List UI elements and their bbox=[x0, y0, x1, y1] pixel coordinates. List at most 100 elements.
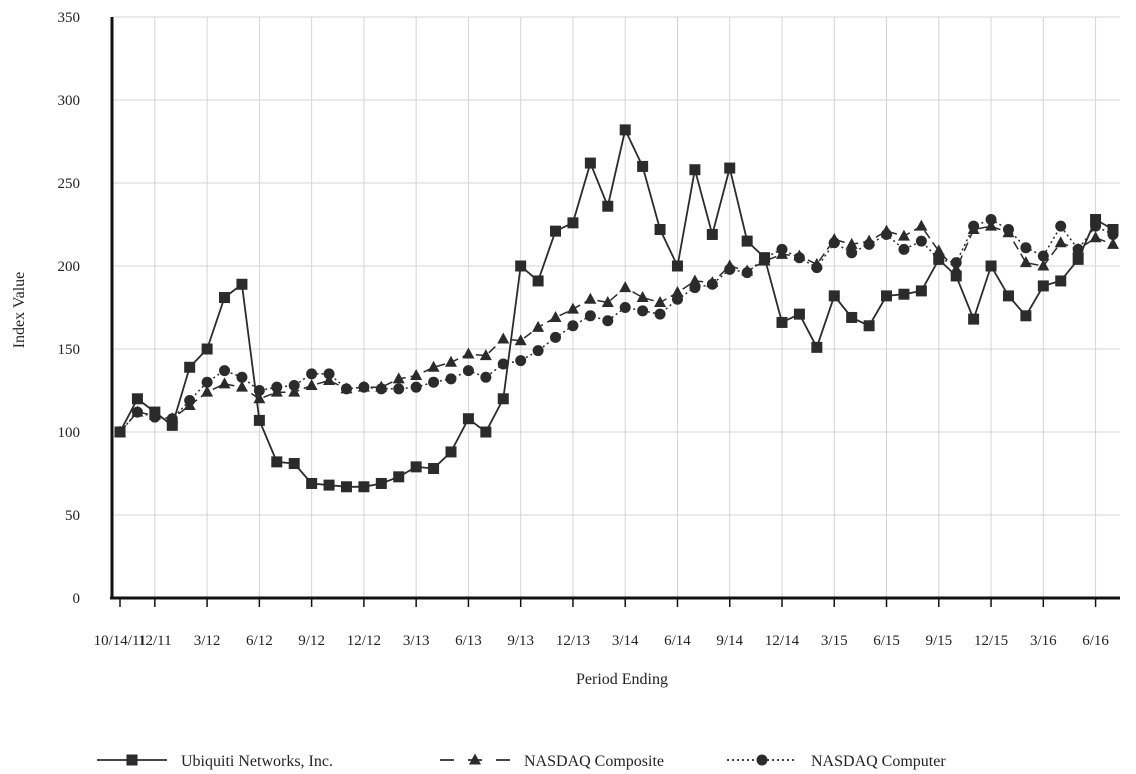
data-point bbox=[1072, 253, 1084, 265]
x-axis-label: Period Ending bbox=[576, 671, 668, 688]
x-tick-label: 10/14/11 bbox=[94, 633, 147, 649]
data-point bbox=[236, 371, 248, 383]
data-point bbox=[654, 296, 667, 308]
data-point bbox=[462, 413, 474, 425]
y-tick-label: 300 bbox=[58, 93, 81, 109]
data-point bbox=[619, 281, 632, 293]
data-point bbox=[288, 380, 300, 392]
data-point bbox=[480, 371, 492, 383]
y-axis-label: Index Value bbox=[11, 272, 28, 349]
data-point bbox=[584, 157, 596, 169]
legend-marker bbox=[756, 754, 768, 766]
axes bbox=[110, 17, 1120, 600]
data-point bbox=[201, 343, 213, 355]
x-tick-label: 6/13 bbox=[455, 633, 482, 649]
y-tick-label: 150 bbox=[58, 342, 81, 358]
x-tick-label: 12/14 bbox=[765, 633, 800, 649]
data-point bbox=[427, 360, 440, 372]
data-point bbox=[410, 461, 422, 473]
data-point bbox=[584, 310, 596, 322]
y-tick-labels: 0 50 100 150 200 250 300 350 bbox=[58, 10, 81, 607]
data-point bbox=[898, 243, 910, 255]
data-point bbox=[393, 383, 405, 395]
data-point bbox=[1107, 237, 1119, 249]
data-point bbox=[706, 276, 719, 288]
data-point bbox=[1020, 310, 1032, 322]
data-point bbox=[375, 380, 388, 392]
data-point bbox=[462, 347, 475, 359]
data-point bbox=[410, 381, 422, 393]
legend-item: NASDAQ Computer bbox=[727, 753, 946, 770]
series-line bbox=[119, 218, 1114, 433]
data-point bbox=[375, 477, 387, 489]
data-point bbox=[532, 345, 544, 357]
data-point bbox=[219, 292, 231, 304]
data-point bbox=[166, 419, 178, 431]
data-point bbox=[497, 332, 510, 344]
data-point bbox=[340, 382, 353, 394]
data-point bbox=[636, 291, 649, 303]
series-triangle bbox=[114, 219, 1119, 437]
data-point bbox=[235, 380, 248, 392]
x-tick-label: 6/15 bbox=[873, 633, 900, 649]
data-point bbox=[550, 225, 562, 237]
data-point bbox=[915, 235, 927, 247]
data-point bbox=[898, 288, 910, 300]
data-point bbox=[932, 244, 945, 256]
data-point bbox=[619, 124, 631, 136]
data-point bbox=[828, 232, 841, 244]
data-point bbox=[479, 349, 492, 361]
data-point bbox=[602, 315, 614, 327]
x-tick-label: 12/11 bbox=[138, 633, 172, 649]
series-circle bbox=[114, 214, 1119, 438]
data-point bbox=[392, 372, 405, 384]
data-point bbox=[1020, 242, 1032, 254]
x-tick-label: 9/15 bbox=[925, 633, 952, 649]
data-point bbox=[846, 247, 858, 259]
data-point bbox=[1037, 259, 1050, 271]
data-point bbox=[688, 274, 701, 286]
data-point bbox=[1019, 256, 1032, 268]
data-point bbox=[637, 160, 649, 172]
y-tick-label: 100 bbox=[58, 425, 81, 441]
data-point bbox=[1002, 226, 1015, 238]
data-point bbox=[567, 217, 579, 229]
data-point bbox=[689, 164, 701, 176]
data-point bbox=[1055, 275, 1067, 287]
data-point bbox=[253, 414, 265, 426]
data-point bbox=[793, 249, 806, 261]
series-line bbox=[119, 127, 1114, 488]
data-point bbox=[897, 229, 910, 241]
data-point bbox=[550, 331, 562, 343]
data-point bbox=[393, 471, 405, 483]
x-tick-label: 12/15 bbox=[974, 633, 1008, 649]
legend-item: Ubiquiti Networks, Inc. bbox=[97, 753, 333, 770]
data-point bbox=[776, 247, 788, 259]
data-point bbox=[724, 162, 736, 174]
legend-marker bbox=[126, 754, 138, 766]
data-point bbox=[410, 369, 423, 381]
y-tick-label: 200 bbox=[58, 259, 81, 275]
data-point bbox=[967, 222, 980, 234]
data-point bbox=[201, 376, 213, 388]
data-point bbox=[183, 398, 196, 410]
data-point bbox=[201, 385, 214, 397]
data-point bbox=[1107, 223, 1119, 235]
data-point bbox=[619, 302, 631, 313]
data-point bbox=[1037, 280, 1049, 292]
data-point bbox=[863, 320, 875, 332]
data-point bbox=[1089, 231, 1102, 243]
x-tick-label: 6/14 bbox=[664, 633, 691, 649]
data-point bbox=[706, 228, 718, 240]
x-tick-label: 3/13 bbox=[403, 633, 430, 649]
data-point bbox=[497, 393, 509, 405]
legend-item: NASDAQ Composite bbox=[440, 753, 664, 770]
series-square bbox=[114, 124, 1119, 493]
data-point bbox=[288, 385, 301, 397]
data-point bbox=[480, 426, 492, 438]
data-point bbox=[846, 311, 858, 323]
data-point bbox=[1002, 290, 1014, 302]
data-point bbox=[793, 308, 805, 320]
data-point bbox=[515, 355, 527, 367]
